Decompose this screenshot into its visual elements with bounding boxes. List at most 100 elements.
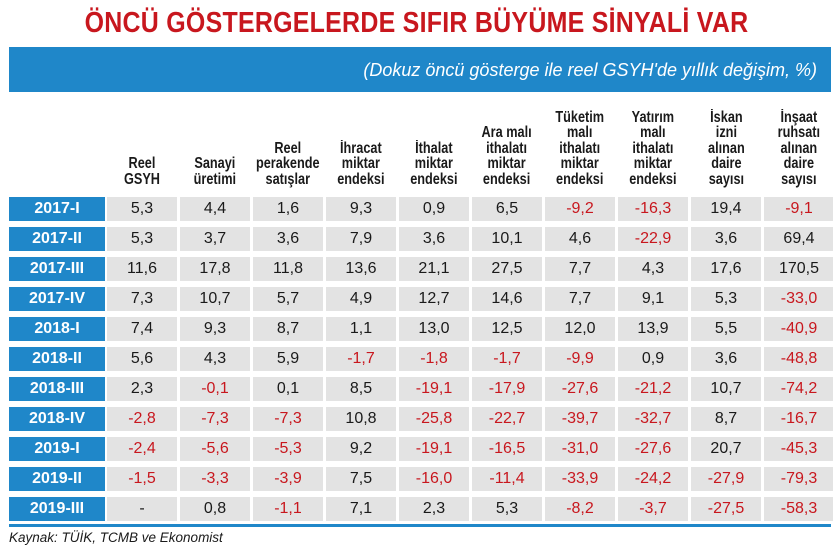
column-header: Sanayi üretimi <box>180 92 250 193</box>
table-cell: 17,8 <box>180 257 250 281</box>
table-cell: 4,3 <box>618 257 688 281</box>
row-label: 2018-III <box>9 377 105 401</box>
table-cell: -33,9 <box>545 467 615 491</box>
column-header: İskan izni alınan daire sayısı <box>691 92 761 193</box>
table-cell: 9,2 <box>326 437 396 461</box>
table-cell: 5,7 <box>253 287 323 311</box>
table-cell: 21,1 <box>399 257 469 281</box>
chart-subtitle: (Dokuz öncü gösterge ile reel GSYH'de yı… <box>363 60 817 80</box>
table-cell: 10,7 <box>691 377 761 401</box>
table-cell: 170,5 <box>764 257 833 281</box>
column-header-line: miktar <box>560 155 600 172</box>
column-header-line: Reel <box>128 155 156 172</box>
table-cell: 7,4 <box>107 317 177 341</box>
table-cell: -40,9 <box>764 317 833 341</box>
table-cell: -25,8 <box>399 407 469 431</box>
table-cell: -11,4 <box>472 467 542 491</box>
table-cell: -5,6 <box>180 437 250 461</box>
table-cell: 1,6 <box>253 197 323 221</box>
table-cell: -9,2 <box>545 197 615 221</box>
table-cell: 3,6 <box>399 227 469 251</box>
table-cell: 0,1 <box>253 377 323 401</box>
table-cell: 12,0 <box>545 317 615 341</box>
bottom-rule <box>9 524 831 527</box>
column-header-line: miktar <box>487 155 527 172</box>
column-header-line: Yatırım <box>631 108 675 126</box>
table-cell: -3,3 <box>180 467 250 491</box>
column-header-line: ruhsatı <box>777 124 821 141</box>
table-cell: -33,0 <box>764 287 833 311</box>
table-cell: 11,8 <box>253 257 323 281</box>
column-header-line: miktar <box>414 155 454 172</box>
column-header: Reel perakende satışlar <box>253 92 323 193</box>
table-cell: -45,3 <box>764 437 833 461</box>
row-label: 2019-III <box>9 497 105 521</box>
table-cell: -22,7 <box>472 407 542 431</box>
table-cell: -16,5 <box>472 437 542 461</box>
table-cell: 8,7 <box>253 317 323 341</box>
column-header-line: miktar <box>633 155 673 172</box>
column-header-line: GSYH <box>123 170 161 188</box>
table-cell: 7,3 <box>107 287 177 311</box>
table-cell: -27,6 <box>618 437 688 461</box>
table-cell: -22,9 <box>618 227 688 251</box>
column-header-line: ithalatı <box>559 139 601 157</box>
table-cell: 10,7 <box>180 287 250 311</box>
chart-title: ÖNCÜ GÖSTERGELERDE SIFIR BÜYÜME SİNYALİ … <box>84 7 749 39</box>
table-cell: 4,9 <box>326 287 396 311</box>
table-cell: -32,7 <box>618 407 688 431</box>
row-label: 2017-IV <box>9 287 105 311</box>
table-cell: 8,7 <box>691 407 761 431</box>
table-cell: -1,8 <box>399 347 469 371</box>
table-cell: -9,1 <box>764 197 833 221</box>
table-cell: 7,7 <box>545 257 615 281</box>
column-header-line: üretimi <box>193 170 237 188</box>
column-header-line: endeksi <box>629 170 677 188</box>
column-header: Tüketim malı ithalatı miktar endeksi <box>545 92 615 193</box>
table-cell: 1,1 <box>326 317 396 341</box>
table-cell: 8,5 <box>326 377 396 401</box>
table-cell: -58,3 <box>764 497 833 521</box>
table-cell: -16,7 <box>764 407 833 431</box>
table-cell: 5,3 <box>107 227 177 251</box>
table-cell: 3,6 <box>691 227 761 251</box>
row-label: 2019-II <box>9 467 105 491</box>
column-header-line: endeksi <box>556 170 604 188</box>
column-header-line: malı <box>567 124 593 141</box>
table-cell: 11,6 <box>107 257 177 281</box>
table-cell: -39,7 <box>545 407 615 431</box>
header-rule <box>9 88 831 92</box>
column-header-line: alınan <box>780 139 818 157</box>
table-cell: 14,6 <box>472 287 542 311</box>
table-cell: 0,9 <box>399 197 469 221</box>
table-cell: -2,4 <box>107 437 177 461</box>
table-cell: 9,3 <box>180 317 250 341</box>
table-cell: -9,9 <box>545 347 615 371</box>
column-header-line: İskan <box>709 108 743 126</box>
table-cell: 7,5 <box>326 467 396 491</box>
table-cell: -19,1 <box>399 437 469 461</box>
column-header-line: sayısı <box>708 170 744 188</box>
table-cell: 5,3 <box>107 197 177 221</box>
table-cell: 69,4 <box>764 227 833 251</box>
table-cell: -2,8 <box>107 407 177 431</box>
table-cell: -27,9 <box>691 467 761 491</box>
table-cell: 20,7 <box>691 437 761 461</box>
row-label: 2017-I <box>9 197 105 221</box>
table-cell: 5,3 <box>691 287 761 311</box>
table-cell: -0,1 <box>180 377 250 401</box>
table-cell: -74,2 <box>764 377 833 401</box>
table-cell: 2,3 <box>107 377 177 401</box>
table-cell: -1,1 <box>253 497 323 521</box>
table-cell: -3,7 <box>618 497 688 521</box>
column-header-line: endeksi <box>337 170 385 188</box>
table-cell: 10,1 <box>472 227 542 251</box>
row-label: 2018-I <box>9 317 105 341</box>
column-header: Reel GSYH <box>107 92 177 193</box>
column-header-line: ithalatı <box>486 139 528 157</box>
column-header-line: Sanayi <box>194 155 236 172</box>
table-cell: 5,6 <box>107 347 177 371</box>
table-cell: 3,7 <box>180 227 250 251</box>
column-header: İhracat miktar endeksi <box>326 92 396 193</box>
table-cell: -7,3 <box>253 407 323 431</box>
